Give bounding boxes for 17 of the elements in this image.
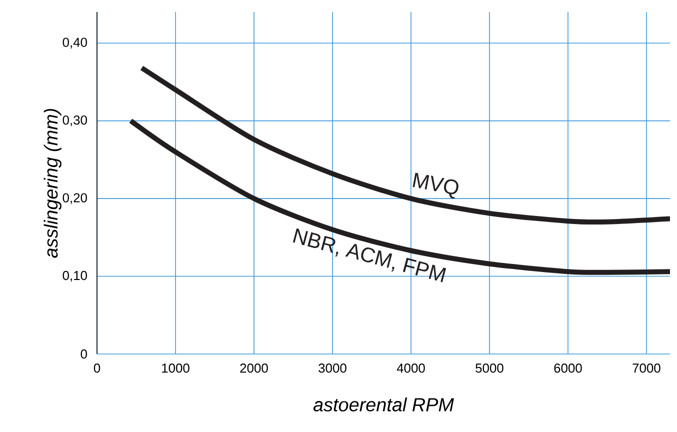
x-tick-label: 0 xyxy=(94,364,100,373)
y-tick-label: 0,30 xyxy=(62,115,87,126)
text: MVQ xyxy=(412,172,458,199)
text: NBR, ACM, FPM xyxy=(292,228,446,282)
x-tick-label: 3000 xyxy=(318,364,346,373)
y-tick-label: 0,10 xyxy=(62,270,87,282)
x-tick-label: 2000 xyxy=(240,364,268,373)
y-tick-label: 0,40 xyxy=(62,38,87,48)
x-tick-label: 6000 xyxy=(554,364,582,373)
x-tick-label: 4000 xyxy=(396,364,425,373)
x-tick-label: 5000 xyxy=(476,364,504,373)
y-tick-label: 0,20 xyxy=(62,193,87,204)
x-tick-label: 7000 xyxy=(632,364,660,373)
x-axis-title: astoerental RPM xyxy=(313,398,454,412)
y-tick-label: 0 xyxy=(80,349,87,359)
y-axis-title: asslingering (mm) xyxy=(44,108,62,258)
x-tick-label: 1000 xyxy=(162,364,190,373)
